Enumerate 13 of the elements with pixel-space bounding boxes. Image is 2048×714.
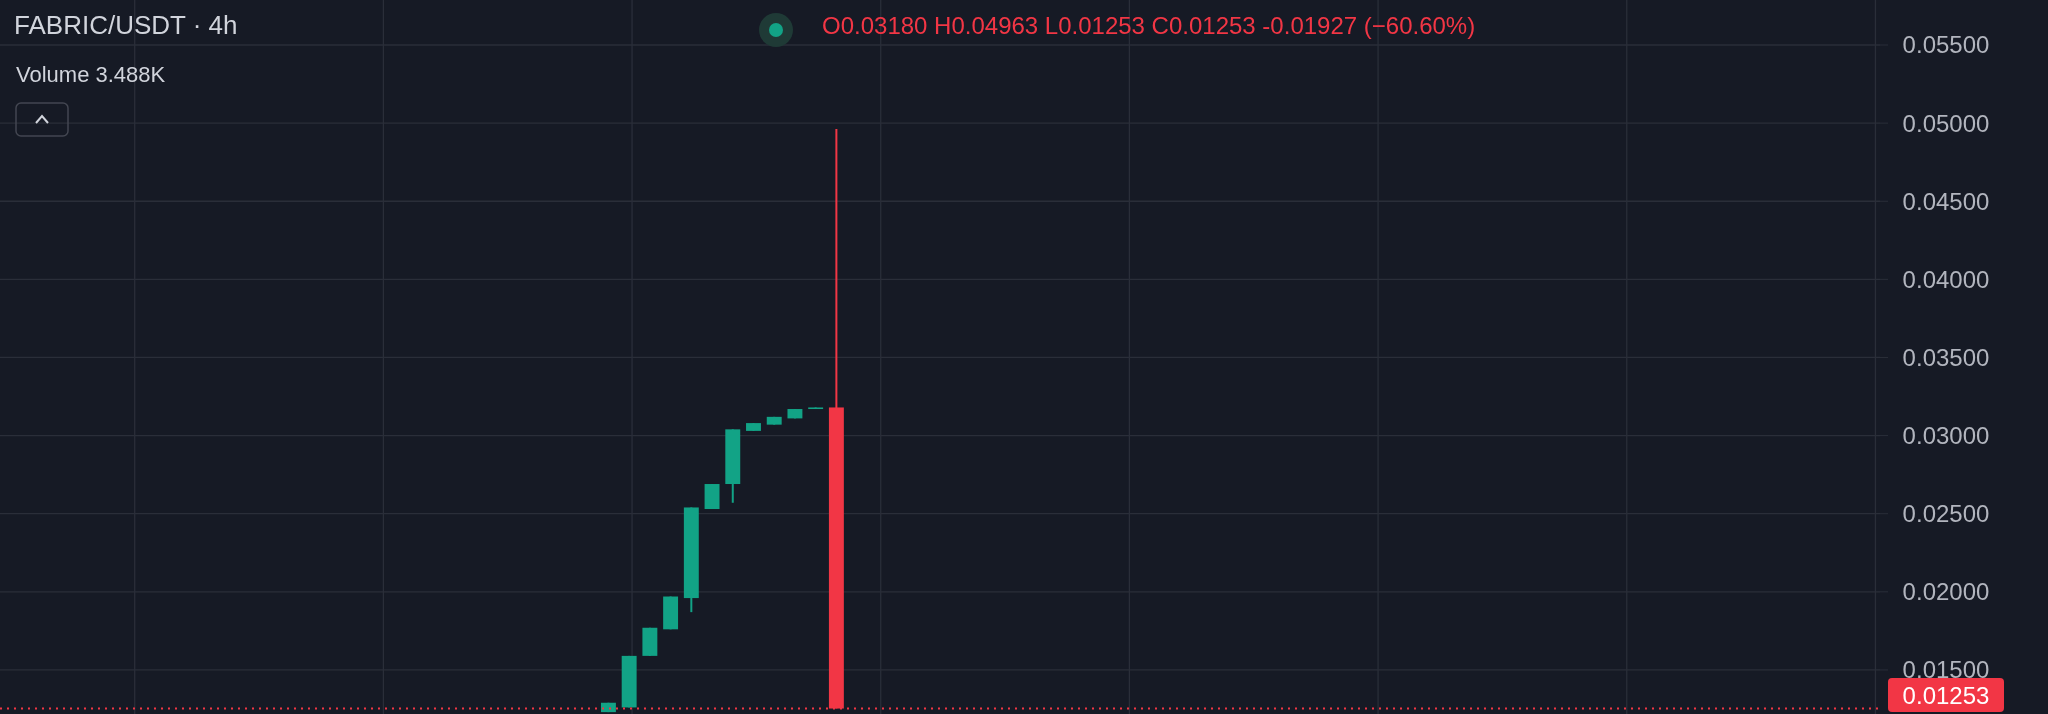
y-tick-label: 0.04500 xyxy=(1902,187,1990,215)
ref-line-label: 0.01253 xyxy=(1902,682,1990,709)
y-tick-label: 0.05000 xyxy=(1902,109,1990,137)
y-tick-label: 0.03500 xyxy=(1902,343,1990,371)
y-tick-label: 0.02500 xyxy=(1902,500,1990,528)
y-tick-label: 0.04000 xyxy=(1902,265,1990,293)
chart-title: FABRIC/USDT · 4h xyxy=(14,10,238,40)
y-tick-label: 0.03000 xyxy=(1902,421,1990,449)
annotation: Volume 3.488K xyxy=(16,62,166,87)
y-tick-label: 0.02000 xyxy=(1902,578,1990,606)
y-tick-label: 0.01500 xyxy=(1902,656,1990,684)
annotation: O0.03180 H0.04963 L0.01253 C0.01253 -0.01927 (−60.60%) xyxy=(822,12,1476,39)
y-tick-label: 0.05500 xyxy=(1902,31,1990,59)
